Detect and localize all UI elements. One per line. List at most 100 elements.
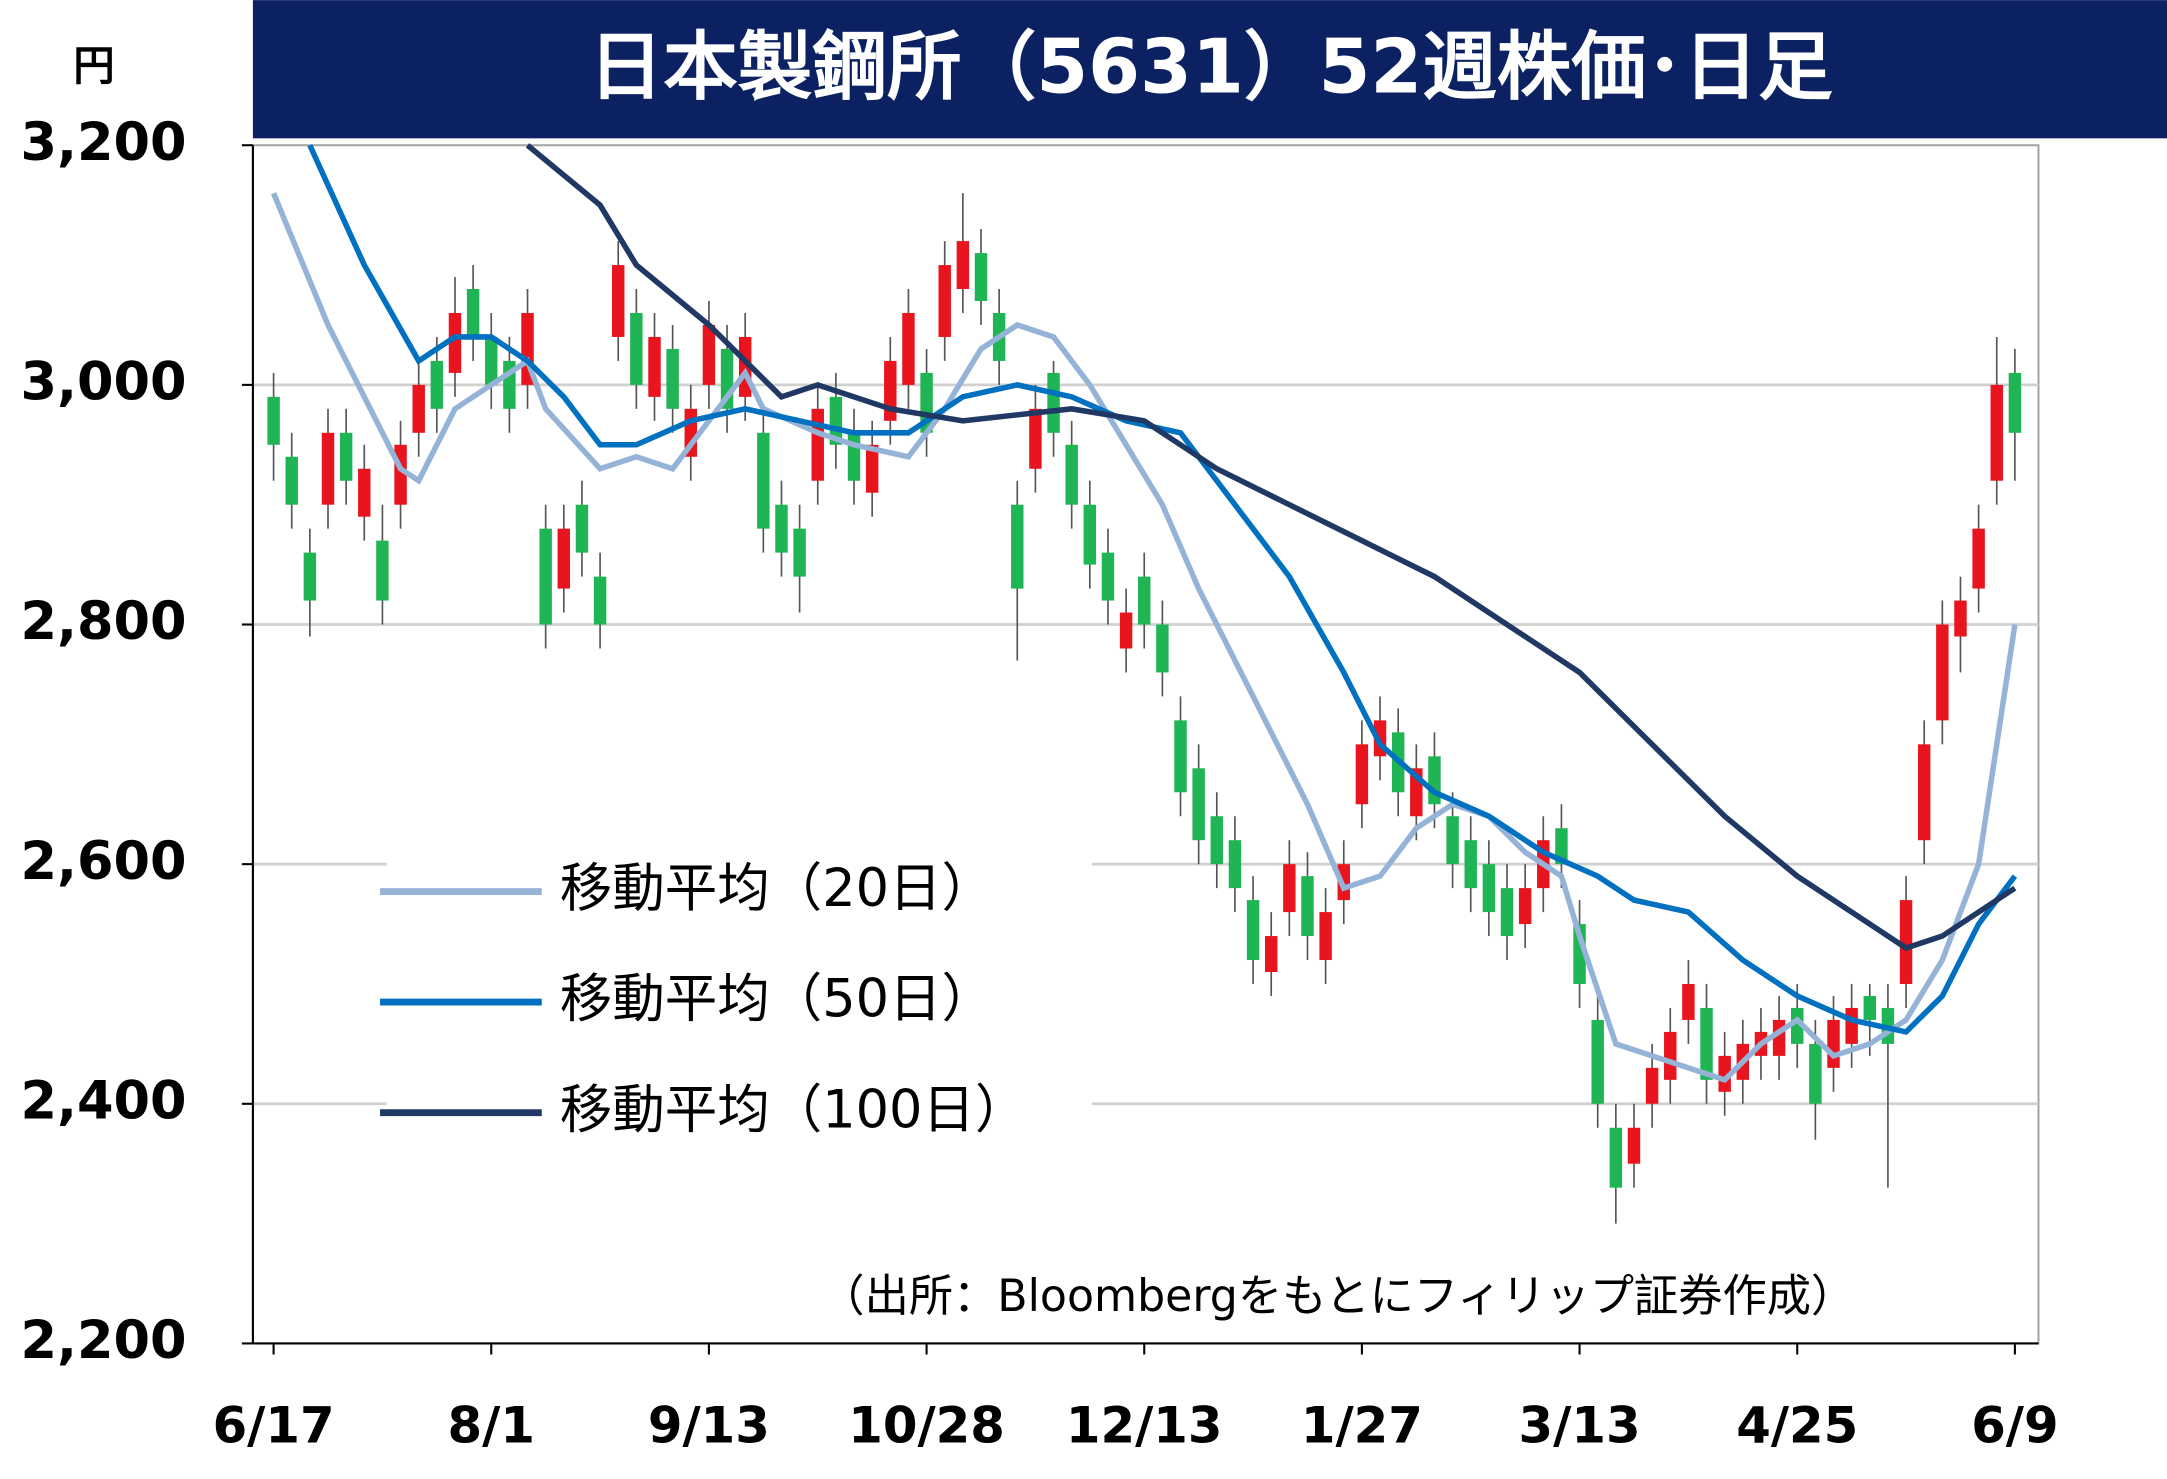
candle-body: [1301, 876, 1314, 937]
candle-body: [285, 456, 298, 505]
candle-body: [793, 528, 806, 577]
candle-body: [412, 384, 425, 433]
x-tick-label: 12/13: [1066, 1397, 1223, 1455]
x-tick-label: 8/1: [448, 1397, 535, 1455]
candle-body: [938, 265, 951, 337]
candle-body: [1029, 408, 1042, 469]
candle-body: [1899, 900, 1913, 984]
moving-average-line: [271, 192, 2018, 1083]
candle-body: [1609, 1127, 1623, 1188]
title-bar: [252, 0, 2167, 139]
candle-body: [1627, 1127, 1641, 1164]
candle-body: [1791, 1007, 1804, 1044]
x-tick-label: 9/13: [648, 1397, 770, 1455]
candle-body: [1101, 552, 1115, 601]
candle-body: [1011, 504, 1024, 589]
y-unit: 円: [73, 42, 114, 90]
candle-body: [1083, 504, 1097, 565]
x-tick-label: 1/27: [1301, 1397, 1423, 1455]
y-tick-label: 2,800: [21, 591, 187, 652]
candle-body: [1355, 744, 1369, 805]
candle-body: [1664, 1031, 1677, 1080]
candle-body: [1917, 744, 1931, 841]
candle-body: [648, 336, 661, 397]
candle-body: [321, 432, 335, 505]
x-tick-label: 10/28: [848, 1397, 1005, 1455]
candle-body: [466, 289, 480, 337]
candle-body: [376, 540, 389, 601]
candle-body: [1827, 1019, 1840, 1068]
candle-body: [267, 396, 280, 445]
moving-average-line: [525, 143, 2017, 952]
candle-body: [448, 312, 462, 373]
candle-body: [2008, 372, 2022, 433]
candle-body: [956, 241, 970, 290]
candle-body: [902, 312, 915, 385]
x-tick-label: 6/17: [213, 1397, 335, 1455]
candle-body: [1174, 720, 1187, 793]
legend-label: 移動平均（50日）: [560, 969, 994, 1030]
candle-body: [485, 336, 498, 385]
candle-body: [974, 253, 988, 302]
candle-body: [630, 312, 643, 385]
candle-body: [1047, 372, 1060, 433]
candle-body: [1518, 888, 1532, 925]
candle-body: [557, 528, 571, 589]
candle-body: [1482, 864, 1496, 913]
candle-body: [1863, 995, 1877, 1020]
candle-body: [757, 432, 770, 529]
y-tick-label: 2,600: [21, 831, 187, 892]
candle-body: [358, 468, 371, 517]
candle-body: [1319, 912, 1332, 961]
candle-body: [1954, 600, 1967, 637]
candle-body: [1845, 1007, 1858, 1044]
candle-body: [1138, 576, 1151, 625]
candle-body: [1700, 1007, 1713, 1080]
x-tick-label: 4/25: [1736, 1397, 1858, 1455]
candle-body: [612, 265, 625, 337]
y-tick-label: 3,000: [21, 352, 187, 413]
candle-body: [1246, 900, 1260, 961]
candle-body: [1718, 1055, 1731, 1092]
candle-body: [303, 552, 317, 601]
candle-body: [593, 576, 607, 625]
candle-body: [865, 444, 879, 493]
candle-body: [1972, 528, 1985, 589]
candle-body: [1228, 840, 1242, 889]
source-note: （出所：Bloombergをもとにフィリップ証券作成）: [820, 1271, 1855, 1322]
candle-body: [1591, 1019, 1604, 1104]
candle-body: [775, 504, 788, 553]
candle-body: [1500, 888, 1514, 937]
candle-body: [1283, 864, 1296, 913]
x-tick-label: 6/9: [1971, 1397, 2058, 1455]
candle-body: [829, 396, 843, 445]
candle-body: [430, 360, 444, 409]
candle-body: [1065, 444, 1078, 505]
candle-body: [1119, 612, 1133, 649]
candle-body: [575, 504, 589, 553]
candle-body: [1809, 1043, 1822, 1104]
x-tick-label: 3/13: [1519, 1397, 1641, 1455]
candle-body: [1990, 384, 2003, 481]
candle-body: [1192, 768, 1205, 841]
candle-body: [339, 432, 353, 481]
candle-body: [1936, 624, 1949, 721]
candle-body: [1210, 816, 1224, 865]
candle-body: [1555, 828, 1568, 865]
legend-label: 移動平均（100日）: [560, 1079, 1028, 1140]
candle-body: [1645, 1067, 1659, 1104]
legend-label: 移動平均（20日）: [560, 858, 994, 919]
candle-body: [1156, 624, 1169, 673]
candle-body: [1682, 983, 1695, 1020]
candle-body: [847, 432, 861, 481]
candle-body: [1446, 816, 1459, 865]
candle-body: [1264, 936, 1278, 972]
candle-body: [539, 528, 552, 625]
chart-title: 日本製鋼所（5631）52週株価･日足: [589, 23, 1833, 110]
y-tick-label: 2,400: [21, 1070, 187, 1131]
candle-body: [1464, 840, 1477, 889]
candle-body: [702, 324, 716, 385]
candle-body: [811, 408, 824, 481]
